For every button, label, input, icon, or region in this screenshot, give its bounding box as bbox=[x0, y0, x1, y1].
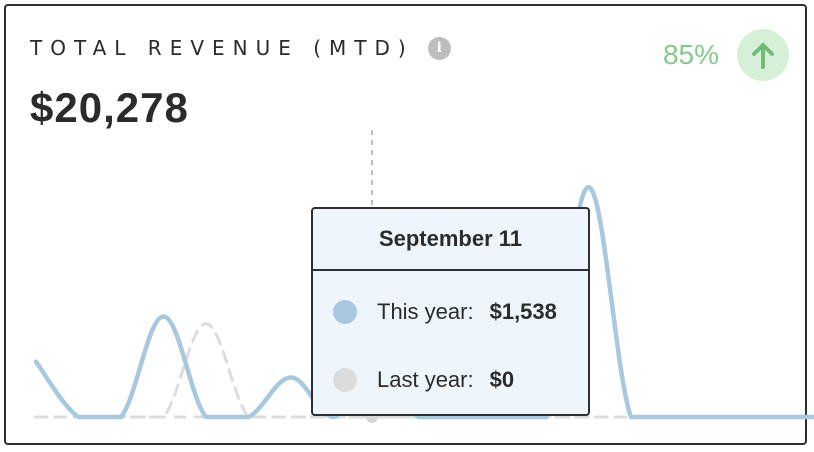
tooltip-this-year-label: This year: bbox=[377, 299, 474, 324]
title-row: TOTAL REVENUE (MTD) i bbox=[30, 36, 451, 60]
info-icon[interactable]: i bbox=[427, 36, 451, 60]
tooltip-row-last-year: Last year: $0 bbox=[333, 367, 514, 393]
change-percentage: 85% bbox=[662, 39, 719, 70]
arrow-up-icon bbox=[737, 29, 789, 81]
tooltip-last-year-value: $0 bbox=[489, 367, 515, 392]
widget-title: TOTAL REVENUE (MTD) bbox=[30, 36, 414, 60]
tooltip-last-year-label: Last year: bbox=[377, 367, 474, 392]
this-year-dot bbox=[333, 300, 357, 324]
change-indicator: 85% bbox=[663, 29, 789, 81]
total-revenue-value: $20,278 bbox=[30, 84, 189, 131]
tooltip-date: September 11 bbox=[313, 209, 588, 271]
series-this-year-line bbox=[33, 184, 814, 420]
tooltip-this-year-value: $1,538 bbox=[489, 299, 557, 324]
tooltip-row-this-year: This year: $1,538 bbox=[333, 299, 557, 325]
tooltip: September 11 This year: $1,538 Last year… bbox=[311, 207, 590, 416]
last-year-dot bbox=[333, 368, 357, 392]
